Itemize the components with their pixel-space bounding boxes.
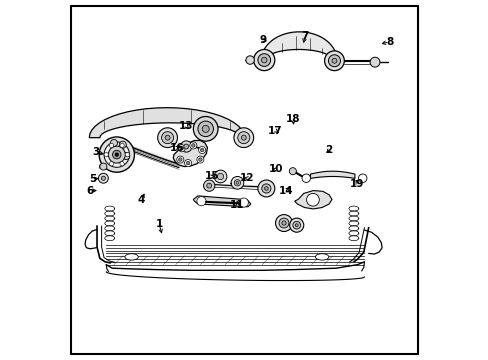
Circle shape	[125, 153, 129, 157]
Circle shape	[275, 215, 292, 231]
Text: 16: 16	[170, 143, 184, 153]
Circle shape	[261, 184, 270, 193]
Circle shape	[214, 170, 226, 183]
Circle shape	[189, 142, 197, 149]
Circle shape	[231, 176, 244, 189]
Polygon shape	[104, 141, 128, 166]
Text: 4: 4	[138, 195, 145, 205]
Circle shape	[108, 146, 125, 163]
Circle shape	[98, 173, 108, 183]
Circle shape	[289, 218, 303, 232]
Circle shape	[198, 147, 205, 154]
Circle shape	[104, 153, 108, 157]
Circle shape	[302, 174, 310, 183]
Circle shape	[369, 57, 379, 67]
Polygon shape	[294, 190, 331, 209]
Circle shape	[239, 198, 248, 207]
Circle shape	[241, 135, 246, 140]
Circle shape	[191, 144, 195, 147]
Text: 13: 13	[179, 121, 193, 131]
Circle shape	[200, 148, 203, 152]
Circle shape	[122, 153, 130, 159]
Circle shape	[198, 121, 213, 136]
Circle shape	[120, 162, 124, 166]
Polygon shape	[310, 171, 354, 179]
Circle shape	[119, 141, 126, 148]
Circle shape	[264, 187, 267, 190]
Circle shape	[109, 143, 113, 148]
Circle shape	[253, 49, 274, 71]
Circle shape	[236, 181, 238, 184]
Circle shape	[180, 147, 183, 150]
Polygon shape	[89, 108, 244, 138]
Circle shape	[217, 173, 223, 180]
Ellipse shape	[315, 254, 328, 260]
Circle shape	[233, 128, 253, 148]
Circle shape	[358, 174, 366, 183]
Circle shape	[295, 224, 298, 226]
Circle shape	[165, 135, 170, 140]
Text: 3: 3	[93, 148, 100, 157]
Circle shape	[292, 221, 300, 229]
Circle shape	[183, 144, 188, 149]
Circle shape	[206, 183, 211, 188]
Polygon shape	[261, 32, 336, 60]
Circle shape	[197, 197, 205, 206]
Circle shape	[257, 180, 274, 197]
Circle shape	[161, 132, 173, 144]
Circle shape	[178, 158, 182, 161]
Text: 18: 18	[285, 114, 300, 124]
Polygon shape	[193, 196, 250, 207]
Circle shape	[186, 161, 189, 165]
Circle shape	[281, 221, 285, 225]
Circle shape	[176, 156, 183, 163]
Circle shape	[109, 162, 113, 166]
Polygon shape	[173, 140, 207, 167]
Circle shape	[112, 150, 121, 159]
Circle shape	[245, 56, 254, 64]
Circle shape	[197, 156, 203, 163]
Circle shape	[279, 218, 288, 228]
Circle shape	[104, 142, 129, 167]
Circle shape	[110, 139, 117, 147]
Text: 15: 15	[204, 171, 219, 181]
Circle shape	[178, 145, 185, 152]
Circle shape	[193, 117, 218, 141]
Circle shape	[198, 158, 202, 161]
Circle shape	[328, 55, 340, 67]
Text: 6: 6	[86, 186, 94, 195]
Ellipse shape	[124, 254, 138, 260]
Circle shape	[101, 176, 105, 180]
Circle shape	[99, 137, 134, 172]
Text: 1: 1	[155, 219, 163, 229]
Circle shape	[115, 153, 118, 156]
Text: 2: 2	[325, 145, 332, 155]
Circle shape	[331, 58, 336, 63]
Circle shape	[324, 51, 344, 71]
Circle shape	[100, 163, 107, 170]
Text: 12: 12	[240, 173, 254, 183]
Circle shape	[306, 193, 319, 206]
Text: 11: 11	[230, 200, 244, 210]
Text: 19: 19	[349, 179, 364, 189]
Circle shape	[257, 54, 270, 66]
Text: 9: 9	[259, 35, 266, 45]
Circle shape	[202, 125, 209, 132]
Text: 7: 7	[301, 31, 308, 41]
Circle shape	[203, 180, 214, 191]
Circle shape	[180, 141, 192, 152]
Circle shape	[158, 128, 177, 148]
Circle shape	[289, 168, 296, 175]
Circle shape	[184, 159, 191, 167]
Circle shape	[261, 57, 266, 63]
Text: 17: 17	[268, 126, 282, 136]
Text: 8: 8	[386, 37, 393, 47]
Circle shape	[237, 132, 249, 144]
Text: 10: 10	[268, 165, 283, 174]
Circle shape	[234, 180, 240, 186]
Text: 14: 14	[278, 186, 293, 195]
Text: 5: 5	[89, 174, 96, 184]
Circle shape	[120, 143, 124, 148]
